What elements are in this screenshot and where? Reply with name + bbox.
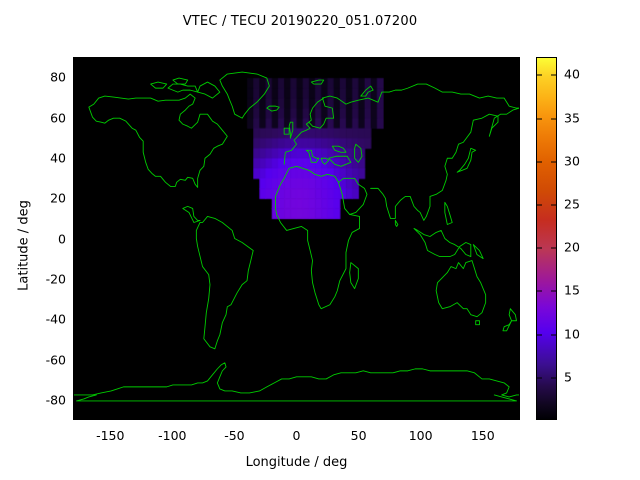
- chart-title: VTEC / TECU 20190220_051.07200: [182, 14, 418, 29]
- y-tick-label: -40: [45, 311, 66, 327]
- colorbar-tick: [537, 377, 556, 379]
- y-tick-label: 0: [58, 231, 66, 246]
- colorbar-tick: [537, 161, 556, 163]
- colorbar-tick-label: 15: [564, 282, 580, 298]
- y-tick-label: -80: [45, 392, 66, 408]
- map-plot-area[interactable]: [73, 57, 520, 420]
- colorbar-tick-label: 5: [564, 369, 572, 385]
- y-tick-label: -20: [45, 271, 66, 287]
- colorbar-tick: [537, 247, 556, 249]
- y-tick-label: 40: [50, 150, 66, 166]
- colorbar-tick-label: 30: [564, 153, 580, 169]
- x-tick-label: 150: [470, 428, 495, 443]
- y-axis-label: Latitude / deg: [16, 200, 32, 291]
- colorbar-tick: [537, 334, 556, 336]
- colorbar-tick-label: 25: [564, 196, 580, 212]
- x-tick-label: 100: [408, 428, 433, 443]
- y-tick-label: 60: [50, 110, 66, 125]
- colorbar-tick: [537, 204, 556, 206]
- y-tick-label: 80: [50, 69, 66, 85]
- x-tick-label: -100: [158, 428, 187, 443]
- y-tick-label: -60: [45, 352, 66, 367]
- colorbar-tick: [537, 74, 556, 76]
- colorbar[interactable]: [536, 57, 557, 420]
- colorbar-tick-label: 35: [564, 110, 580, 125]
- colorbar-tick-label: 20: [564, 239, 580, 255]
- vtec-heatmap-layer: [74, 58, 519, 419]
- y-axis-ticks: 80 60 40 20 0 -20 -40 -60 -80: [22, 0, 66, 480]
- colorbar-tick: [537, 118, 556, 119]
- y-tick-label: 20: [50, 190, 66, 206]
- x-tick-label: -150: [96, 428, 125, 443]
- x-tick-label: 0: [292, 428, 301, 443]
- x-axis-label: Longitude / deg: [245, 455, 348, 470]
- x-tick-label: 50: [350, 428, 367, 443]
- x-tick-label: -50: [224, 428, 245, 443]
- colorbar-tick-label: 10: [564, 326, 580, 342]
- colorbar-tick-label: 40: [564, 66, 580, 82]
- colorbar-tick: [537, 290, 556, 292]
- x-axis-ticks: -150 -100 -50 0 50 100 150: [0, 428, 640, 448]
